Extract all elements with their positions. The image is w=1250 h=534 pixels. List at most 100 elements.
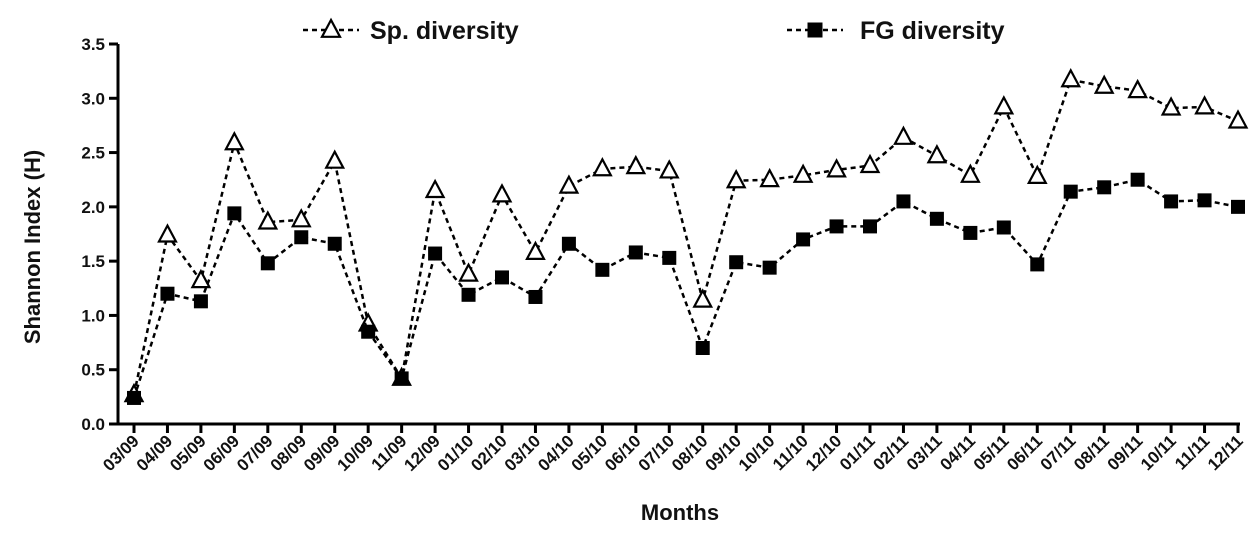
data-point xyxy=(658,159,680,179)
data-point xyxy=(625,154,647,175)
series-sp-diversity xyxy=(123,68,1249,403)
x-tick-label: 05/10 xyxy=(568,431,612,475)
data-point xyxy=(692,288,714,308)
legend-marker xyxy=(320,17,342,38)
data-point xyxy=(729,255,744,270)
data-point xyxy=(1063,184,1078,199)
data-point xyxy=(1194,95,1215,115)
data-point xyxy=(424,178,446,199)
data-point xyxy=(695,341,710,355)
x-tick-label: 04/11 xyxy=(936,431,979,474)
x-axis-title: Months xyxy=(641,500,719,525)
data-point xyxy=(1227,109,1249,129)
y-tick-label: 1.0 xyxy=(81,306,105,325)
x-tick-label: 11/11 xyxy=(1171,431,1213,473)
x-tick-label: 03/10 xyxy=(501,431,545,475)
y-axis-title: Shannon Index (H) xyxy=(20,150,45,344)
data-point xyxy=(461,287,476,302)
data-point xyxy=(224,130,245,151)
data-point xyxy=(1160,96,1182,116)
x-tick-label: 10/09 xyxy=(333,431,377,475)
data-point xyxy=(859,153,881,174)
data-point xyxy=(327,236,342,251)
data-point xyxy=(1026,164,1048,184)
data-point xyxy=(257,210,279,230)
x-tick-label: 06/10 xyxy=(601,431,645,475)
x-tick-label: 10/11 xyxy=(1137,431,1180,474)
x-tick-label: 02/10 xyxy=(467,431,511,475)
x-tick-label: 12/11 xyxy=(1204,431,1247,474)
data-point xyxy=(796,232,811,247)
data-point xyxy=(826,158,847,178)
x-tick-label: 06/09 xyxy=(200,431,244,475)
data-point xyxy=(1030,257,1045,272)
data-point xyxy=(394,371,409,386)
x-tick-label: 08/09 xyxy=(267,431,311,475)
data-point xyxy=(792,163,814,183)
x-tick-label: 05/09 xyxy=(166,431,210,475)
data-point xyxy=(829,219,844,234)
x-tick-label: 11/10 xyxy=(769,431,812,474)
y-tick-label: 0.0 xyxy=(81,415,105,434)
data-point xyxy=(190,268,212,289)
data-point xyxy=(929,211,944,226)
legend-marker xyxy=(807,22,823,38)
data-point xyxy=(260,256,275,271)
data-point xyxy=(896,194,911,209)
y-tick-label: 0.5 xyxy=(81,361,105,380)
data-point xyxy=(193,294,208,309)
x-tick-label: 03/09 xyxy=(99,431,143,475)
data-point xyxy=(324,149,346,169)
legend-label: Sp. diversity xyxy=(370,17,519,45)
data-point xyxy=(361,324,376,339)
x-tick-label: 04/09 xyxy=(133,431,177,475)
data-point xyxy=(963,225,978,240)
data-point xyxy=(595,262,610,277)
data-point xyxy=(495,270,509,285)
data-point xyxy=(863,219,877,234)
data-point xyxy=(525,240,546,260)
x-tick-label: 07/11 xyxy=(1037,431,1080,474)
y-tick-label: 2.0 xyxy=(81,198,105,217)
x-tick-label: 05/11 xyxy=(970,431,1013,474)
data-point xyxy=(993,95,1015,115)
data-point xyxy=(227,206,242,221)
data-point xyxy=(1197,193,1212,208)
x-tick-label: 10/10 xyxy=(735,431,779,475)
y-tick-label: 1.5 xyxy=(81,252,105,271)
x-tick-label: 01/10 xyxy=(434,431,478,475)
data-point xyxy=(528,289,543,304)
x-tick-label: 11/09 xyxy=(368,431,411,474)
data-point xyxy=(127,390,141,405)
data-point xyxy=(662,250,677,265)
x-tick-label: 01/11 xyxy=(836,431,879,474)
data-point xyxy=(1130,172,1145,187)
data-point xyxy=(558,174,580,194)
data-point xyxy=(428,246,443,261)
data-point xyxy=(290,208,312,228)
legend-item: FG diversity xyxy=(787,17,1005,45)
data-point xyxy=(157,223,178,243)
x-tick-label: 08/11 xyxy=(1070,431,1113,474)
series-layer xyxy=(123,68,1249,405)
data-point xyxy=(1127,78,1148,99)
data-point xyxy=(561,236,576,251)
data-point xyxy=(893,125,914,145)
x-tick-label: 07/10 xyxy=(635,431,679,475)
x-tick-label: 07/09 xyxy=(233,431,277,475)
series-line xyxy=(132,78,1239,395)
data-point xyxy=(725,168,747,189)
x-tick-label: 08/10 xyxy=(668,431,712,475)
data-point xyxy=(1097,180,1112,195)
data-point xyxy=(160,286,175,301)
y-tick-label: 3.5 xyxy=(81,35,105,54)
series-fg-diversity xyxy=(127,172,1245,405)
data-point xyxy=(491,183,513,203)
data-point xyxy=(960,163,981,183)
data-point xyxy=(926,144,948,164)
x-tick-label: 02/11 xyxy=(869,431,912,474)
legend-item: Sp. diversity xyxy=(303,17,519,45)
x-tick-label: 03/11 xyxy=(903,431,946,474)
